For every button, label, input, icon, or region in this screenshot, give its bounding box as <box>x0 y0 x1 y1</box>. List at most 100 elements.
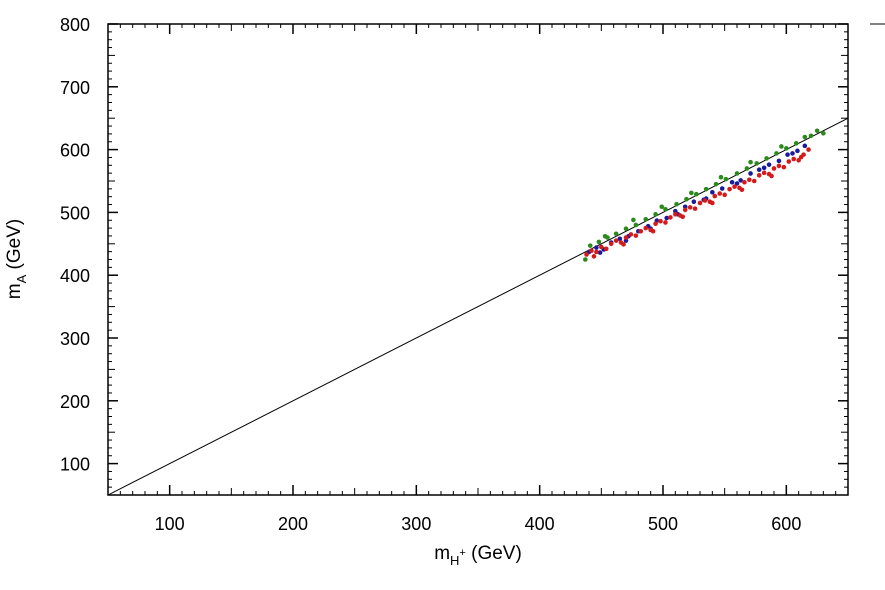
data-point <box>674 201 679 207</box>
data-point <box>776 158 782 164</box>
data-point <box>613 238 619 243</box>
data-point <box>766 162 772 167</box>
data-point <box>718 174 724 180</box>
data-point <box>617 236 623 242</box>
data-point <box>791 156 797 162</box>
tick-labels: 100 200 300 400 500 600 100 200 300 400 500 600 700 8… <box>60 15 801 534</box>
y-axis-title-main: m <box>4 283 25 299</box>
data-point <box>744 166 750 171</box>
data-point <box>658 218 663 224</box>
data-point <box>591 254 597 259</box>
data-point <box>764 156 769 161</box>
data-point <box>702 198 708 203</box>
data-point <box>594 249 599 255</box>
data-point <box>682 207 688 213</box>
data-point <box>734 181 740 186</box>
y-tick-label: 100 <box>60 455 90 475</box>
y-tick-label: 800 <box>60 15 90 35</box>
data-point <box>734 171 740 176</box>
y-tick-label: 500 <box>60 203 90 223</box>
plot-frame <box>107 23 849 496</box>
data-point <box>713 181 719 187</box>
data-point <box>756 173 762 178</box>
data-point <box>710 200 715 206</box>
data-point <box>613 231 619 237</box>
y-tick-label: 300 <box>60 329 90 349</box>
data-point <box>663 206 668 212</box>
x-tick-label: 600 <box>771 514 801 534</box>
y-axis-title-sub: A <box>14 274 29 283</box>
axis-ticks <box>108 23 848 495</box>
data-point <box>784 146 789 151</box>
data-point <box>653 211 658 217</box>
data-point <box>748 171 753 176</box>
data-point <box>596 239 602 245</box>
data-point <box>692 206 698 211</box>
y-tick-label: 600 <box>60 141 90 161</box>
x-axis-title-main: m <box>434 543 450 564</box>
data-point <box>633 222 639 228</box>
data-point <box>602 233 608 239</box>
data-point <box>668 215 673 220</box>
data-point <box>776 163 782 169</box>
data-point <box>603 246 609 252</box>
x-tick-label: 200 <box>278 514 308 534</box>
data-point <box>659 204 665 210</box>
data-point <box>621 242 626 247</box>
x-axis-title-sub: H <box>450 553 459 568</box>
y-tick-label: 400 <box>60 266 90 286</box>
data-point <box>781 164 787 170</box>
data-point <box>653 221 658 227</box>
data-point <box>802 143 808 149</box>
y-tick-label: 700 <box>60 78 90 98</box>
data-point <box>710 190 715 195</box>
data-point <box>650 228 656 234</box>
data-point <box>587 243 593 248</box>
y-axis-title-unit: (GeV) <box>4 219 25 275</box>
data-point <box>687 205 693 210</box>
data-point <box>691 199 697 205</box>
data-point <box>719 186 725 191</box>
data-point <box>608 241 614 247</box>
data-point <box>814 128 820 134</box>
data-point <box>589 248 594 254</box>
data-point <box>684 196 689 202</box>
data-point <box>703 186 709 192</box>
data-point <box>751 178 757 184</box>
data-point <box>722 192 727 198</box>
series-1 <box>583 128 826 262</box>
x-tick-label: 500 <box>648 514 678 534</box>
data-point <box>638 228 644 234</box>
series-0 <box>586 143 808 255</box>
data-point <box>798 154 804 160</box>
data-point <box>643 217 649 222</box>
data-point <box>643 225 649 231</box>
data-point <box>583 257 588 262</box>
data-point <box>738 178 743 183</box>
data-point <box>790 151 795 156</box>
data-point <box>697 200 703 206</box>
x-tick-label: 300 <box>401 514 431 534</box>
data-point <box>633 233 639 238</box>
data-point <box>712 193 718 199</box>
data-point <box>723 176 729 182</box>
data-point <box>786 159 792 164</box>
data-point <box>802 134 808 140</box>
data-points <box>583 128 826 262</box>
data-point <box>769 173 774 179</box>
x-axis-title-sup: + <box>459 547 465 559</box>
series-2 <box>584 147 811 259</box>
data-point <box>808 133 814 139</box>
data-point <box>623 235 629 240</box>
y-axis-title: mA (GeV) <box>4 219 29 299</box>
data-point <box>742 179 747 185</box>
data-point <box>774 151 779 156</box>
data-point <box>756 167 762 172</box>
data-point <box>717 191 723 196</box>
data-point <box>754 161 760 166</box>
data-point <box>673 211 678 217</box>
data-point <box>729 179 735 185</box>
data-point <box>806 147 811 152</box>
data-point <box>785 152 790 157</box>
